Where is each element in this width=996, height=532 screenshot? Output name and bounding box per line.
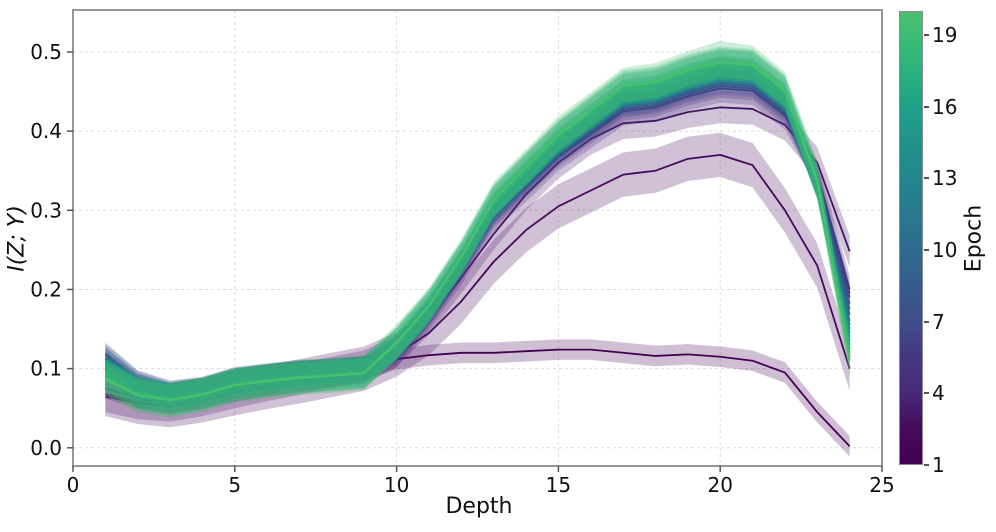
y-axis-label: I(Z; Y) (4, 205, 30, 272)
axes-border (72, 9, 883, 467)
series-group (104, 40, 851, 457)
colorbar-tick-mark (924, 392, 929, 395)
y-tick-label: 0.2 (30, 277, 62, 301)
colorbar-tick-label: 1 (932, 453, 945, 477)
colorbar-tick-label: 7 (932, 309, 945, 334)
axis-ticks: 0 5 10 15 20 25 0.0 0.1 0.2 0.3 0.4 0.5 (30, 40, 895, 497)
x-tick-label: 10 (384, 473, 409, 497)
x-tick-label: 0 (67, 473, 80, 497)
y-tick-label: 0.4 (30, 119, 62, 143)
colorbar-tick-label: 19 (932, 22, 958, 47)
series-band-epoch-2 (105, 132, 850, 428)
colorbar-tick-mark (924, 320, 929, 323)
x-tick-label: 25 (869, 473, 894, 497)
y-tick-label: 0.5 (30, 40, 62, 64)
y-tick-label: 0.0 (30, 436, 62, 460)
colorbar-tick-label: 13 (932, 166, 958, 191)
colorbar-tick-mark (924, 464, 929, 466)
x-tick-label: 15 (546, 473, 571, 497)
colorbar-label: Epoch (961, 204, 987, 273)
series-line-epoch-3 (105, 106, 851, 407)
series-band-epoch-1 (105, 339, 850, 457)
x-tick-label: 20 (707, 473, 732, 497)
series-band-epoch-18 (105, 48, 850, 416)
series-line-epoch-1 (105, 348, 851, 447)
colorbar-tick-mark (924, 105, 929, 108)
colorbar-tick-mark (924, 33, 929, 36)
y-tick-label: 0.3 (30, 198, 62, 222)
series-band-epoch-20 (105, 46, 850, 417)
gridlines (72, 10, 883, 466)
colorbar-gradient (899, 11, 923, 465)
colorbar-tick-label: 16 (932, 94, 958, 119)
colorbar-tick-label: 10 (932, 237, 958, 262)
y-tick-label: 0.1 (30, 357, 62, 381)
colorbar-tick-mark (924, 177, 929, 180)
series-line-epoch-20 (104, 61, 851, 402)
colorbar-tick-mark (924, 248, 929, 251)
colorbar-tick-label: 4 (932, 381, 945, 406)
x-axis-label: Depth (445, 494, 513, 519)
x-tick-label: 5 (228, 473, 241, 497)
